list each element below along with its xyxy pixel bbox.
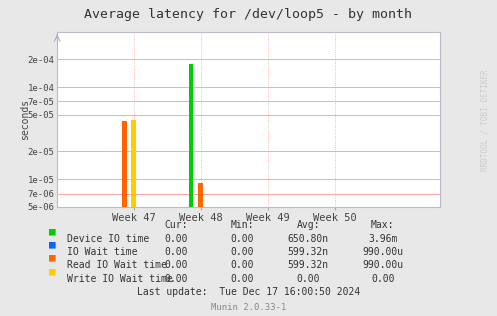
Text: Max:: Max: bbox=[371, 220, 395, 230]
Text: Cur:: Cur: bbox=[165, 220, 188, 230]
Text: 0.00: 0.00 bbox=[165, 274, 188, 284]
Text: Munin 2.0.33-1: Munin 2.0.33-1 bbox=[211, 303, 286, 312]
Text: 0.00: 0.00 bbox=[165, 260, 188, 270]
Text: 0.00: 0.00 bbox=[296, 274, 320, 284]
Text: 990.00u: 990.00u bbox=[362, 247, 403, 257]
Bar bbox=[122, 121, 127, 207]
Bar bbox=[131, 120, 136, 207]
Text: Avg:: Avg: bbox=[296, 220, 320, 230]
Text: IO Wait time: IO Wait time bbox=[67, 247, 138, 257]
Text: 0.00: 0.00 bbox=[165, 234, 188, 244]
Text: RRDTOOL / TOBI OETIKER: RRDTOOL / TOBI OETIKER bbox=[481, 69, 490, 171]
Text: Device IO time: Device IO time bbox=[67, 234, 149, 244]
Text: ■: ■ bbox=[49, 240, 56, 250]
Text: 0.00: 0.00 bbox=[165, 247, 188, 257]
Text: ■: ■ bbox=[49, 253, 56, 263]
Text: 0.00: 0.00 bbox=[231, 247, 254, 257]
Text: 599.32n: 599.32n bbox=[288, 260, 329, 270]
Text: ■: ■ bbox=[49, 226, 56, 236]
Text: ■: ■ bbox=[49, 266, 56, 276]
Text: 650.80n: 650.80n bbox=[288, 234, 329, 244]
Text: 0.00: 0.00 bbox=[231, 234, 254, 244]
Text: 0.00: 0.00 bbox=[231, 260, 254, 270]
Bar bbox=[131, 120, 136, 207]
Text: Read IO Wait time: Read IO Wait time bbox=[67, 260, 167, 270]
Bar bbox=[198, 184, 203, 207]
Text: Average latency for /dev/loop5 - by month: Average latency for /dev/loop5 - by mont… bbox=[84, 8, 413, 21]
Y-axis label: seconds: seconds bbox=[20, 99, 30, 140]
Bar bbox=[122, 149, 127, 207]
Text: 990.00u: 990.00u bbox=[362, 260, 403, 270]
Text: Min:: Min: bbox=[231, 220, 254, 230]
Text: Last update:  Tue Dec 17 16:00:50 2024: Last update: Tue Dec 17 16:00:50 2024 bbox=[137, 287, 360, 297]
Text: Write IO Wait time: Write IO Wait time bbox=[67, 274, 173, 284]
Text: 0.00: 0.00 bbox=[231, 274, 254, 284]
Text: 599.32n: 599.32n bbox=[288, 247, 329, 257]
Bar bbox=[189, 64, 193, 207]
Text: 3.96m: 3.96m bbox=[368, 234, 398, 244]
Text: 0.00: 0.00 bbox=[371, 274, 395, 284]
